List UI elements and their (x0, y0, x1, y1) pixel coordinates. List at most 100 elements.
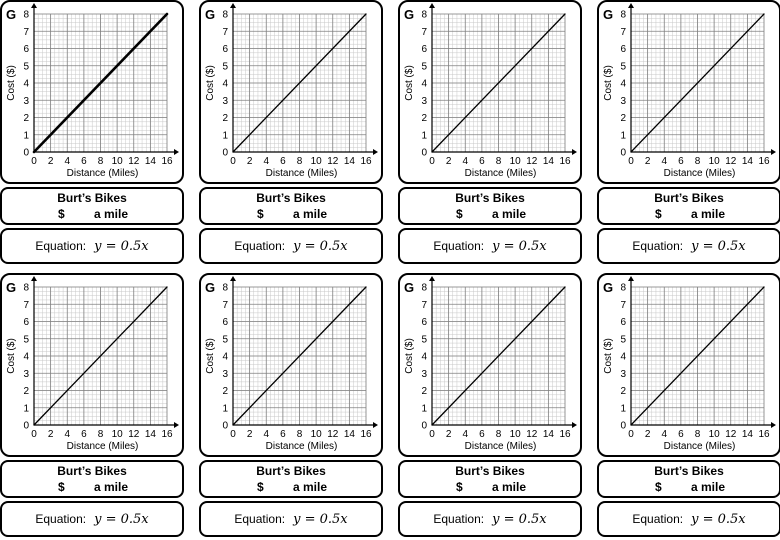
equation-label: Equation: (632, 512, 684, 526)
rate-label: a mile (691, 480, 726, 494)
equation-expression: y = 0.5x (94, 511, 149, 527)
y-tick-label: 4 (222, 79, 228, 90)
dollar-sign: $ (58, 207, 65, 221)
rate-label: a mile (94, 207, 129, 221)
y-axis-arrow-icon (429, 3, 435, 8)
y-tick-label: 0 (222, 148, 228, 159)
rate-label: a mile (492, 480, 527, 494)
equation-label: Equation: (234, 512, 286, 526)
x-tick-label: 12 (327, 156, 339, 167)
x-tick-label: 4 (263, 429, 269, 440)
y-tick-label: 6 (222, 44, 228, 55)
y-tick-label: 7 (620, 300, 626, 311)
y-tick-label: 3 (620, 96, 626, 107)
rate-line: $ a mile (400, 480, 580, 495)
series-line (630, 286, 765, 426)
series-line (32, 12, 169, 154)
y-tick-label: 2 (620, 113, 626, 124)
equation-box: Equation: y = 0.5x (597, 228, 780, 264)
x-axis-arrow-icon (174, 422, 179, 428)
y-axis-label: Cost ($) (205, 65, 216, 101)
x-tick-label: 10 (510, 156, 522, 167)
y-tick-label: 8 (620, 10, 626, 21)
y-axis-label: Cost ($) (404, 338, 415, 374)
dollar-sign: $ (257, 207, 264, 221)
y-tick-label: 2 (23, 113, 29, 124)
equation-label: Equation: (433, 512, 485, 526)
x-tick-label: 12 (327, 429, 339, 440)
x-tick-label: 4 (462, 429, 468, 440)
company-name: Burt’s Bikes (57, 464, 127, 478)
y-tick-label: 2 (421, 386, 427, 397)
x-tick-label: 8 (98, 156, 104, 167)
x-tick-label: 16 (360, 429, 372, 440)
company-box: Burt’s Bikes $ a mile (0, 187, 184, 225)
x-tick-label: 2 (645, 156, 651, 167)
x-tick-label: 10 (112, 429, 124, 440)
x-tick-label: 2 (247, 156, 253, 167)
graph-letter: G (6, 280, 16, 295)
company-name: Burt’s Bikes (256, 191, 326, 205)
dollar-sign: $ (58, 480, 65, 494)
y-tick-label: 8 (421, 10, 427, 21)
y-tick-label: 2 (222, 113, 228, 124)
x-tick-label: 16 (360, 156, 372, 167)
major-grid (630, 13, 765, 153)
equation-label: Equation: (632, 239, 684, 253)
x-tick-label: 12 (725, 156, 737, 167)
y-tick-label: 2 (23, 386, 29, 397)
y-tick-label: 3 (421, 369, 427, 380)
company-name: Burt’s Bikes (455, 191, 525, 205)
x-axis-label: Distance (Miles) (67, 168, 139, 179)
x-axis-label: Distance (Miles) (465, 441, 537, 452)
y-tick-label: 6 (620, 317, 626, 328)
equation-label: Equation: (35, 512, 87, 526)
x-tick-label: 0 (628, 156, 634, 167)
x-tick-label: 14 (543, 156, 555, 167)
x-tick-label: 14 (344, 429, 356, 440)
y-tick-label: 4 (23, 352, 29, 363)
y-tick-label: 7 (421, 27, 427, 38)
x-tick-label: 10 (709, 429, 721, 440)
x-tick-label: 10 (709, 156, 721, 167)
company-name: Burt’s Bikes (57, 191, 127, 205)
y-tick-label: 3 (222, 369, 228, 380)
company-box: Burt’s Bikes $ a mile (0, 460, 184, 498)
x-tick-label: 12 (526, 429, 538, 440)
equation-expression: y = 0.5x (691, 511, 746, 527)
y-tick-label: 7 (620, 27, 626, 38)
y-tick-label: 3 (222, 96, 228, 107)
y-tick-label: 1 (421, 403, 427, 414)
dollar-sign: $ (456, 480, 463, 494)
x-tick-label: 10 (112, 156, 124, 167)
graph-panel: 0 2 4 6 8 10 12 14 16 0 1 2 3 4 5 6 7 8 Distance (Miles) Co… (199, 0, 383, 184)
rate-line: $ a mile (2, 207, 182, 222)
x-tick-label: 2 (446, 429, 452, 440)
x-tick-label: 6 (280, 429, 286, 440)
y-tick-label: 3 (23, 96, 29, 107)
company-box: Burt’s Bikes $ a mile (398, 187, 582, 225)
y-tick-label: 0 (421, 148, 427, 159)
x-axis-arrow-icon (373, 422, 378, 428)
x-tick-label: 8 (496, 429, 502, 440)
graph-letter: G (6, 7, 16, 22)
x-tick-label: 2 (48, 429, 54, 440)
y-tick-label: 0 (23, 421, 29, 432)
y-axis-arrow-icon (429, 276, 435, 281)
company-name: Burt’s Bikes (455, 464, 525, 478)
y-tick-label: 4 (23, 79, 29, 90)
x-tick-label: 2 (446, 156, 452, 167)
x-tick-label: 4 (462, 156, 468, 167)
x-tick-label: 0 (31, 156, 37, 167)
graph-letter: G (205, 7, 215, 22)
rate-label: a mile (691, 207, 726, 221)
x-tick-label: 12 (128, 429, 140, 440)
y-tick-label: 5 (222, 334, 228, 345)
dollar-sign: $ (655, 480, 662, 494)
equation-box: Equation: y = 0.5x (199, 228, 383, 264)
y-tick-label: 4 (222, 352, 228, 363)
y-tick-label: 7 (421, 300, 427, 311)
